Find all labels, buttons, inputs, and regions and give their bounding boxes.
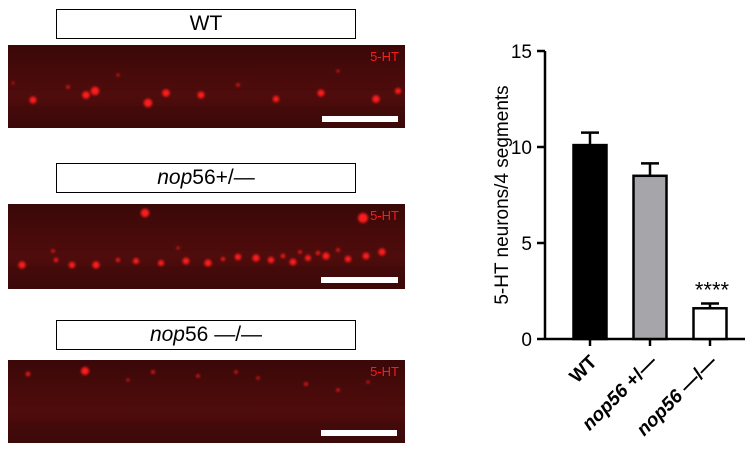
neuron-dot [68,261,76,269]
neuron-dot [11,81,15,85]
stain-marker-label: 5-HT [370,364,399,379]
tissue-band [8,405,405,421]
neuron-dot [116,258,120,262]
neuron-dot [196,374,200,378]
genotype-label-het: nop56+/— [56,163,356,193]
micrograph-ko-image [8,360,405,443]
neuron-dot [51,249,55,253]
neuron-dot [336,69,340,73]
neuron-dot [236,83,240,87]
tissue-background [8,360,405,443]
significance-annotation: **** [695,277,730,302]
neuron-dot [18,261,26,269]
tissue-band [8,90,405,106]
tissue-band [8,250,405,267]
micrograph-het-image [8,204,405,289]
neuron-dot [344,255,352,263]
neuron-dot [126,378,130,382]
micrograph-wt-image [8,45,405,128]
neuron-dot [336,248,340,252]
neuron-dot [162,89,170,97]
neuron-dot [322,252,330,260]
y-tick-label: 5 [521,234,532,255]
neuron-dot [234,370,238,374]
scale-bar [322,116,398,122]
neuron-dot [267,256,275,264]
micrograph-ko: 5-HT [8,360,405,443]
neuron-dot [298,250,302,254]
neuron-dot [182,257,190,265]
y-tick-label: 0 [521,330,532,351]
bar-0 [572,143,608,341]
neuron-dot [151,370,155,374]
neuron-dot [234,253,242,261]
neuron-dot [81,367,89,375]
neuron-dot [25,371,31,377]
tissue-background [8,45,405,128]
neuron-dot [316,251,320,255]
scale-bar [321,277,398,283]
neuron-dot [280,253,286,259]
stain-marker-label: 5-HT [370,49,399,64]
neuron-dot [92,261,100,269]
neuron-dot [336,388,340,392]
micrograph-wt: 5-HT [8,45,405,128]
neuron-dot [366,380,370,384]
neuron-dot [143,98,153,108]
neuron-dot [66,85,70,89]
neuron-dot [133,258,139,264]
neuron-dot [256,376,260,380]
neuron-dot [197,91,205,99]
neuron-dot [317,89,325,97]
neuron-dot [158,260,164,266]
neuron-dot [395,88,401,94]
neuron-dot [53,257,59,263]
neuron-dot [82,91,90,99]
neuron-dot [378,248,386,256]
neuron-dot [140,208,150,218]
neuron-dot [289,258,297,266]
bar-2 [692,307,728,341]
y-tick-label: 15 [511,42,532,63]
y-tick-label: 10 [511,138,532,159]
neuron-dot [252,254,260,262]
neuron-dot [362,252,370,260]
neuron-dot [372,95,380,103]
tissue-background [8,204,405,289]
micrograph-het: 5-HT [8,204,405,289]
neuron-dot [304,382,308,386]
bar-1 [632,174,668,341]
neuron-dot [272,95,280,103]
neuron-dot [305,255,311,261]
neuron-dot [116,73,120,77]
genotype-label-wt: WT [56,9,356,39]
genotype-label-ko: nop56 —/— [56,320,356,350]
x-tick-label: WT [566,351,602,387]
neuron-dot [204,259,212,267]
neuron-dot [358,213,368,223]
y-axis-label: 5-HT neurons/4 segments [492,85,513,304]
scale-bar [321,430,397,436]
neuron-dot [221,257,225,261]
neuron-dot [90,86,100,96]
neuron-dot [29,96,37,104]
neuron-dot [176,246,180,250]
stain-marker-label: 5-HT [370,208,399,223]
